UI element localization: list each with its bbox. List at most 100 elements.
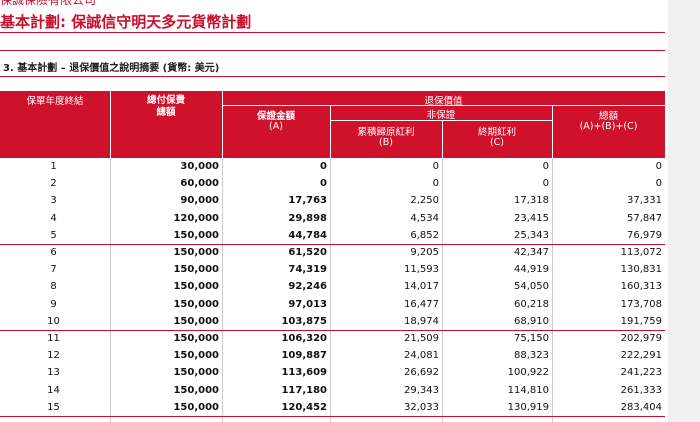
cell: 241,223 <box>620 367 662 379</box>
cell: 76,979 <box>627 229 662 241</box>
cell: 60,000 <box>180 178 219 190</box>
cell: 32,033 <box>404 401 439 413</box>
cell: 114,810 <box>507 384 549 396</box>
margin <box>668 0 700 422</box>
cell: 9,205 <box>410 247 439 258</box>
cell: 25,343 <box>514 229 549 241</box>
cell: 21,509 <box>404 333 439 344</box>
group-rule <box>0 415 665 417</box>
cell: 88,323 <box>514 350 549 362</box>
col-header: (A)+(B)+(C) <box>579 121 638 132</box>
cell: 173,708 <box>620 298 662 310</box>
cell: 14,017 <box>404 281 439 293</box>
cell: 106,320 <box>281 333 327 344</box>
cell: 130,919 <box>507 401 549 413</box>
cell: 10 <box>47 315 60 327</box>
cell: 61,520 <box>288 247 327 258</box>
cell: 0 <box>655 178 662 190</box>
col-header: 非保證 <box>426 110 456 121</box>
rule <box>0 32 665 33</box>
cell: 109,887 <box>281 350 327 362</box>
col-header: 累積歸原紅利 <box>357 127 415 138</box>
cell: 11 <box>47 333 60 344</box>
col-header: 終期紅利 <box>477 127 516 138</box>
column-rule <box>552 158 553 422</box>
cell: 12 <box>47 350 60 362</box>
cell: 30,000 <box>180 161 219 172</box>
cell: 150,000 <box>173 350 219 362</box>
group-rule <box>0 243 665 245</box>
cell: 75,150 <box>514 333 549 344</box>
rule <box>0 76 665 77</box>
cell: 44,919 <box>514 264 549 276</box>
cell: 120,452 <box>281 401 327 413</box>
col-header: (C) <box>489 137 505 148</box>
cell: 92,246 <box>288 281 327 293</box>
cell: 130,831 <box>620 264 662 276</box>
cell: 150,000 <box>173 247 219 258</box>
cell: 26,692 <box>404 367 439 379</box>
cell: 6,852 <box>410 229 439 241</box>
cell: 0 <box>432 178 439 190</box>
cell: 74,319 <box>288 264 327 276</box>
cell: 222,291 <box>620 350 662 362</box>
company: 保誠保險有限公司 <box>0 0 97 7</box>
cell: 150,000 <box>173 333 219 344</box>
cell: 160,313 <box>620 281 662 293</box>
cell: 100,922 <box>507 367 549 379</box>
cell: 150,000 <box>173 264 219 276</box>
col-header: 總額 <box>156 107 176 118</box>
col-header: 保單年度終結 <box>26 96 84 107</box>
cell: 283,404 <box>620 401 662 413</box>
column-rule <box>222 158 223 422</box>
cell: 120,000 <box>173 212 219 224</box>
cell: 6 <box>50 247 57 258</box>
cell: 4 <box>50 212 57 224</box>
cell: 97,013 <box>288 298 327 310</box>
cell: 23,415 <box>514 212 549 224</box>
cell: 150,000 <box>173 367 219 379</box>
col-header: 保證金額 <box>256 111 295 122</box>
cell: 150,000 <box>173 281 219 293</box>
cell: 54,050 <box>514 281 549 293</box>
column-rule <box>330 158 331 422</box>
col-header: 總付保費 <box>146 95 185 106</box>
cell: 8 <box>50 281 57 293</box>
cell: 42,347 <box>514 247 549 258</box>
cell: 191,759 <box>620 315 662 327</box>
table-body: 1 30,000 0 0 0 0 2 60,000 0 0 0 0 3 90,000 17,763 2,250… <box>0 158 665 422</box>
column-rule <box>110 158 111 422</box>
col-header: 總額 <box>598 111 618 122</box>
rule <box>0 50 665 51</box>
cell: 29,898 <box>288 212 327 224</box>
cell: 24,081 <box>404 350 439 362</box>
cell: 113,072 <box>620 247 662 258</box>
col-header: (B) <box>379 137 393 148</box>
cell: 17,318 <box>514 195 549 207</box>
cell: 1 <box>50 161 57 172</box>
cell: 150,000 <box>173 384 219 396</box>
cell: 16,477 <box>404 298 439 310</box>
cell: 0 <box>320 161 327 172</box>
section-title: 3. 基本計劃 – 退保價值之說明摘要 (貨幣: 美元) <box>3 63 220 74</box>
cell: 44,784 <box>288 229 327 241</box>
cell: 150,000 <box>173 229 219 241</box>
cell: 0 <box>320 178 327 190</box>
cell: 9 <box>50 298 57 310</box>
cell: 150,000 <box>173 298 219 310</box>
cell: 18,974 <box>404 315 439 327</box>
cell: 2,250 <box>410 195 439 207</box>
cell: 2 <box>50 178 57 190</box>
cell: 68,910 <box>514 315 549 327</box>
cell: 150,000 <box>173 315 219 327</box>
cell: 13 <box>47 367 60 379</box>
title: 基本計劃: 保誠信守明天多元貨幣計劃 <box>0 13 252 31</box>
cell: 4,534 <box>410 212 439 224</box>
cell: 60,218 <box>514 298 549 310</box>
cell: 0 <box>432 161 439 172</box>
cell: 7 <box>50 264 57 276</box>
cell: 11,593 <box>404 264 439 276</box>
cell: 37,331 <box>627 195 662 207</box>
group-rule <box>0 329 665 331</box>
